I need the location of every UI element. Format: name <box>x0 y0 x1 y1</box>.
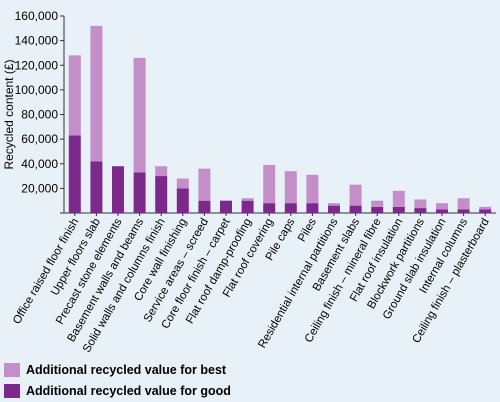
bar-best <box>306 174 319 204</box>
bar-best <box>436 203 448 210</box>
bar-good <box>90 161 103 213</box>
legend-item-best: Additional recycled value for best <box>4 360 231 380</box>
bar-good <box>241 200 254 213</box>
bar-best <box>155 166 168 177</box>
y-tick-label: 20,000 <box>21 181 58 195</box>
y-tick-label: 40,000 <box>21 157 58 171</box>
bar-best <box>457 198 470 210</box>
bar-good <box>220 200 232 213</box>
legend-label-best: Additional recycled value for best <box>26 363 227 377</box>
y-tick-label: 60,000 <box>21 132 58 146</box>
stacked-bar-chart: 20,000 40,000 60,000 80,000 100,000 120,000 14… <box>2 9 496 355</box>
bar-best <box>479 206 492 210</box>
legend-item-good: Additional recycled value for good <box>4 381 231 401</box>
bar-best <box>198 168 211 201</box>
bar-best <box>90 25 103 162</box>
legend-swatch-good <box>4 384 20 398</box>
bar-best <box>371 200 384 207</box>
bar-good <box>328 205 340 213</box>
y-tick-label: 100,000 <box>15 83 59 97</box>
y-tick-label: 140,000 <box>15 34 59 48</box>
bar-good <box>479 209 492 213</box>
bar-good <box>436 209 448 213</box>
bar-best <box>414 199 427 209</box>
bar-best <box>392 190 405 207</box>
bar-best <box>263 164 276 204</box>
legend-swatch-best <box>4 363 20 377</box>
bar-good <box>155 176 168 213</box>
y-tick-label: 160,000 <box>15 9 59 23</box>
bar-good <box>263 203 276 213</box>
bar-good <box>371 206 384 213</box>
bar-best <box>284 171 297 204</box>
bar-best <box>68 55 81 136</box>
bar-best <box>241 198 254 201</box>
bar-best <box>133 57 146 173</box>
bar-good <box>133 172 146 213</box>
bar-good <box>284 203 297 213</box>
bar-good <box>349 205 362 213</box>
bar-good <box>457 209 470 213</box>
bar-good <box>176 188 189 213</box>
bar-best <box>176 178 189 189</box>
y-tick-label: 80,000 <box>21 108 58 122</box>
bar-good <box>68 135 81 213</box>
y-axis-label: Recycled content (£) <box>2 59 16 169</box>
bar-good <box>112 166 124 213</box>
bar-good <box>306 203 319 213</box>
legend: Additional recycled value for best Addit… <box>4 360 231 402</box>
bar-best <box>349 184 362 206</box>
legend-label-good: Additional recycled value for good <box>26 384 231 398</box>
bar-good <box>414 208 427 213</box>
bar-best <box>328 203 340 206</box>
bar-good <box>392 206 405 213</box>
bar-good <box>198 200 211 213</box>
y-tick-label: 120,000 <box>15 58 59 72</box>
